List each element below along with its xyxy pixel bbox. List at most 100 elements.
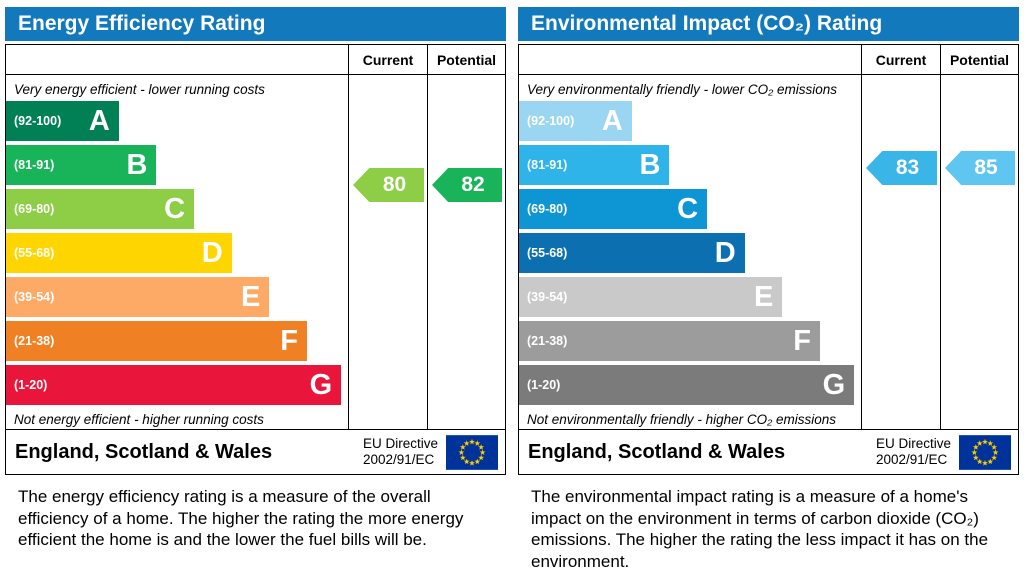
environment-bottom-caption: Not environmentally friendly - higher CO… [527, 411, 837, 427]
band-row: (1-20) G [6, 365, 348, 405]
environment-eu-directive: EU Directive 2002/91/EC [876, 436, 951, 468]
energy-efficiency-panel: Energy Efficiency Rating Current Potenti… [5, 7, 506, 572]
band-letter-label: C [677, 192, 699, 225]
band-range-label: (39-54) [527, 290, 568, 304]
band-bar-environment-a: (92-100) A [519, 101, 632, 141]
energy-potential-rating-arrow: 82 [432, 168, 502, 202]
energy-chart-title: Energy Efficiency Rating [18, 12, 266, 35]
energy-band-area: Very energy efficient - lower running co… [6, 75, 348, 429]
band-letter-label: E [753, 280, 774, 313]
band-range-label: (1-20) [527, 378, 561, 392]
energy-description: The energy efficiency rating is a measur… [18, 487, 464, 549]
environment-current-cell: 83 [861, 75, 940, 429]
eu-directive-line2: 2002/91/EC [875, 452, 948, 467]
environmental-impact-panel: Environmental Impact (CO₂) Rating Curren… [518, 7, 1019, 572]
energy-region-label: England, Scotland & Wales [15, 440, 273, 463]
environment-top-caption: Very environmentally friendly - lower CO… [527, 81, 837, 97]
band-range-label: (81-91) [14, 158, 55, 172]
band-bar-energy-a: (92-100) A [6, 101, 119, 141]
band-row: (1-20) G [519, 365, 861, 405]
band-letter-label: G [822, 368, 846, 401]
band-range-label: (21-38) [14, 334, 55, 348]
band-bar-environment-b: (81-91) B [519, 145, 670, 185]
band-letter-label: F [793, 324, 811, 357]
energy-potential-column-header: Potential [427, 45, 505, 75]
band-row: (69-80) C [6, 189, 348, 229]
energy-bands: (92-100) A (81-91) B (69-80) C [6, 101, 348, 405]
energy-chart-footer: England, Scotland & Wales EU Directive 2… [5, 430, 506, 475]
band-bar-environment-f: (21-38) F [519, 321, 820, 361]
band-range-label: (21-38) [527, 334, 568, 348]
band-range-label: (81-91) [527, 158, 568, 172]
environment-chart-header: Environmental Impact (CO₂) Rating [518, 7, 1019, 41]
band-range-label: (39-54) [14, 290, 55, 304]
band-row: (81-91) B [519, 145, 861, 185]
environment-potential-rating-arrow: 85 [945, 151, 1015, 185]
band-range-label: (69-80) [14, 202, 55, 216]
energy-eu-directive: EU Directive 2002/91/EC [363, 436, 438, 468]
band-letter-label: D [714, 236, 736, 269]
band-letter-label: C [164, 192, 186, 225]
band-bar-environment-d: (55-68) D [519, 233, 745, 273]
band-bar-environment-g: (1-20) G [519, 365, 855, 405]
eu-directive-line1: EU Directive [875, 436, 951, 451]
band-row: (81-91) B [6, 145, 348, 185]
energy-chart-box: Current Potential Very energy efficient … [5, 44, 506, 430]
band-bar-energy-g: (1-20) G [6, 365, 342, 405]
band-range-label: (55-68) [14, 246, 55, 260]
band-range-label: (1-20) [14, 378, 48, 392]
band-letter-label: F [280, 324, 298, 357]
band-range-label: (92-100) [14, 114, 62, 128]
band-row: (55-68) D [519, 233, 861, 273]
environment-current-rating-value: 83 [895, 156, 920, 179]
eu-flag-icon [959, 434, 1011, 470]
band-range-label: (55-68) [527, 246, 568, 260]
energy-current-column-header: Current [348, 45, 427, 75]
energy-potential-cell: 82 [427, 75, 505, 429]
band-row: (69-80) C [519, 189, 861, 229]
band-row: (92-100) A [519, 101, 861, 141]
band-range-label: (92-100) [527, 114, 575, 128]
energy-bottom-caption: Not energy efficient - higher running co… [14, 411, 264, 427]
environment-current-rating-arrow: 83 [866, 151, 937, 185]
eu-directive-line2: 2002/91/EC [362, 452, 435, 467]
band-letter-label: D [201, 236, 223, 269]
environment-chart-footer: England, Scotland & Wales EU Directive 2… [518, 430, 1019, 475]
environment-band-area: Very environmentally friendly - lower CO… [519, 75, 861, 429]
eu-directive-line1: EU Directive [362, 436, 438, 451]
environment-potential-column-header: Potential [940, 45, 1018, 75]
band-row: (21-38) F [6, 321, 348, 361]
environment-chart-box: Current Potential Very environmentally f… [518, 44, 1019, 430]
band-row: (55-68) D [6, 233, 348, 273]
band-bar-energy-d: (55-68) D [6, 233, 232, 273]
band-row: (92-100) A [6, 101, 348, 141]
band-row: (39-54) E [6, 277, 348, 317]
band-letter-label: A [601, 104, 623, 137]
band-bar-energy-e: (39-54) E [6, 277, 270, 317]
band-bar-energy-c: (69-80) C [6, 189, 195, 229]
energy-current-rating-value: 80 [382, 173, 407, 196]
band-bar-energy-b: (81-91) B [6, 145, 157, 185]
band-letter-label: A [88, 104, 110, 137]
band-row: (39-54) E [519, 277, 861, 317]
energy-top-caption: Very energy efficient - lower running co… [14, 81, 265, 97]
band-bar-energy-f: (21-38) F [6, 321, 307, 361]
environment-potential-rating-value: 85 [974, 156, 998, 179]
band-bar-environment-e: (39-54) E [519, 277, 783, 317]
energy-current-cell: 80 [348, 75, 427, 429]
band-bar-environment-c: (69-80) C [519, 189, 708, 229]
environment-region-label: England, Scotland & Wales [528, 440, 786, 463]
energy-column-header-spacer [6, 45, 348, 75]
band-letter-label: E [240, 280, 261, 313]
environment-description: The environmental impact rating is a mea… [531, 487, 989, 571]
band-letter-label: B [126, 148, 148, 181]
band-row: (21-38) F [519, 321, 861, 361]
energy-chart-header: Energy Efficiency Rating [5, 7, 506, 41]
eu-flag-icon [446, 434, 498, 470]
energy-potential-rating-value: 82 [461, 173, 485, 196]
energy-current-rating-arrow: 80 [353, 168, 424, 202]
band-letter-label: B [639, 148, 661, 181]
environment-current-column-header: Current [861, 45, 940, 75]
environment-chart-title: Environmental Impact (CO₂) Rating [531, 12, 883, 35]
